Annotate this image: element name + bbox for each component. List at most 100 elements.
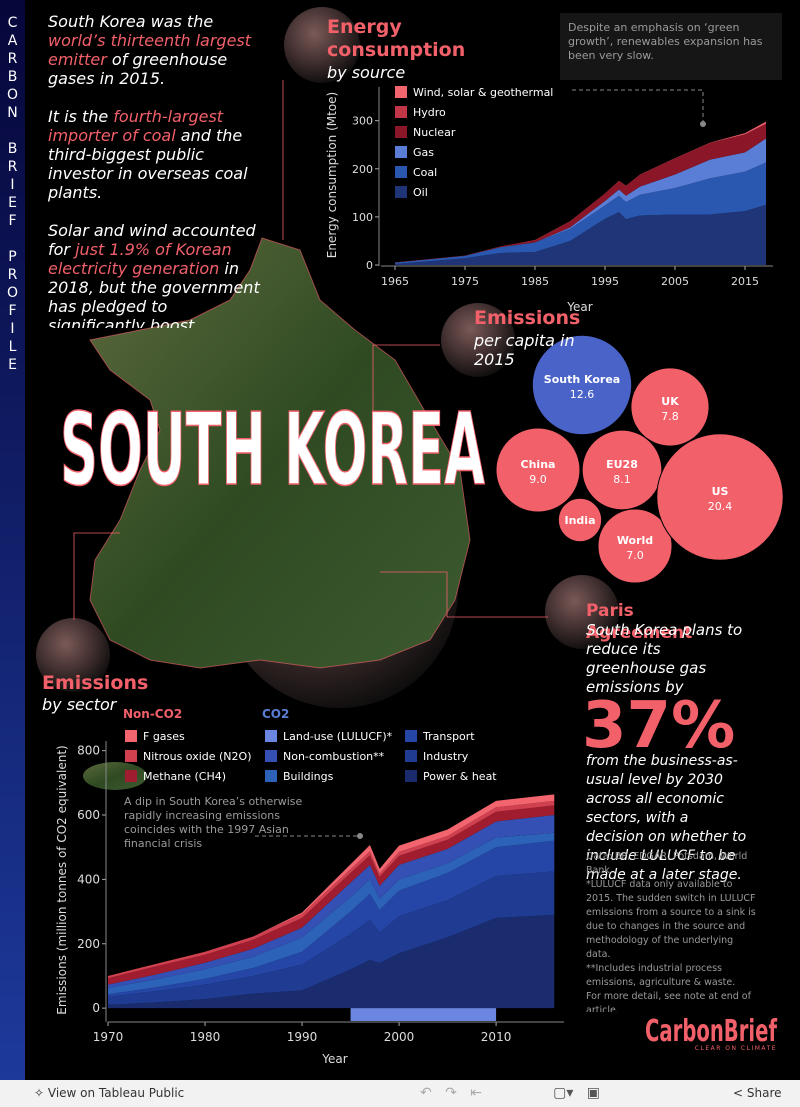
annotation-dot (357, 833, 363, 839)
legend-swatch (265, 750, 277, 762)
toolbar-icons[interactable]: ↶ ↷ ⇤ ▢▾ ▣ (420, 1085, 600, 1101)
y-tick-label: 200 (77, 937, 100, 951)
legend-swatch (265, 770, 277, 782)
x-tick-label: 2000 (384, 1030, 415, 1044)
legend-label: Transport (422, 730, 475, 743)
sidebar-letter: E (8, 195, 17, 211)
annotation-leader (572, 89, 704, 124)
sidebar-letter: F (8, 213, 17, 229)
legend-label: Wind, solar & geothermal (413, 86, 553, 99)
intro-paragraph: It is the fourth-largest importer of coa… (48, 107, 266, 202)
logo: CarbonBrief (645, 1014, 778, 1049)
legend-swatch (395, 106, 407, 118)
legend-label: Gas (413, 146, 434, 159)
bubble-label: South Korea (544, 373, 620, 386)
x-tick-label: 1985 (521, 275, 549, 288)
legend-swatch (395, 186, 407, 198)
sidebar-letter: B (7, 141, 18, 157)
legend-swatch (405, 750, 417, 762)
y-tick-label: 800 (77, 744, 100, 758)
legend-swatch (125, 770, 137, 782)
area-segment (108, 800, 555, 979)
legend-swatch (265, 730, 277, 742)
bubble-label: World (617, 534, 653, 547)
legend-label: Land-use (LULUCF)* (283, 730, 393, 743)
x-tick-label: 1965 (381, 275, 409, 288)
section-subtitle: per capita in 2015 (474, 331, 575, 369)
area-segment (350, 1008, 497, 1021)
bubble-value: 9.0 (529, 473, 547, 486)
bubble (531, 334, 633, 436)
area-segment (108, 871, 555, 1005)
intro-text: It is the (48, 107, 114, 126)
sidebar-letter (0, 230, 25, 248)
intro-paragraph: South Korea was the world’s thirteenth l… (48, 12, 266, 88)
legend-label: Buildings (283, 770, 334, 783)
y-axis-label: Energy consumption (Mtoe) (325, 92, 339, 258)
connector (372, 344, 440, 420)
intro-highlight: just 1.9% of Korean electricity generati… (48, 240, 232, 278)
bubble (656, 433, 784, 561)
sphere (284, 7, 360, 83)
x-tick-label: 2010 (481, 1030, 512, 1044)
bubble-label: China (521, 458, 556, 471)
share-button[interactable]: < Share (733, 1086, 782, 1100)
bubble-value: 8.1 (613, 473, 631, 486)
intro-highlight: fourth-largest importer of coal (48, 107, 224, 145)
section-subtitle: by sector (42, 695, 117, 714)
bubble-label: UK (661, 395, 679, 408)
share-text: Share (746, 1086, 782, 1100)
bubble (557, 497, 603, 543)
legend-swatch (405, 770, 417, 782)
sidebar-letter: E (8, 357, 17, 373)
note: *LULUCF data only available to 2015. The… (586, 879, 756, 960)
legend-swatch (395, 126, 407, 138)
intro-highlight: world’s thirteenth largest emitter (48, 31, 252, 69)
sidebar-letter: A (7, 33, 18, 49)
sidebar-letter: O (6, 285, 19, 301)
bubble-label: India (565, 514, 596, 527)
area-segment (108, 914, 555, 1009)
paris-body: from the business-as-usual level by 2030… (586, 753, 747, 883)
notes: Data: BP, EDGAR, Potsdam, World Bank. *L… (586, 850, 758, 1012)
legend-label: F gases (143, 730, 185, 743)
paris-figure: 37% (582, 689, 736, 763)
legend-title: Non-CO2 (123, 707, 182, 721)
sidebar-letter: R (7, 267, 18, 283)
intro-paragraph: Solar and wind accounted for just 1.9% o… (48, 221, 266, 328)
section-title: Emissions (42, 672, 149, 694)
note: For more detail, see note at end of arti… (586, 991, 751, 1012)
annotation: A dip in South Korea’s otherwise rapidly… (124, 795, 303, 850)
section-title: Paris Agreement (586, 601, 693, 643)
y-tick-label: 100 (352, 211, 373, 224)
chart-canvas: Oil Coal Gas Nuclear Hydro Wind, solar & geot… (36, 7, 784, 1066)
legend-swatch (405, 730, 417, 742)
area-segment (395, 204, 766, 265)
bubble-value: 20.4 (708, 500, 733, 513)
connector (380, 571, 548, 618)
x-axis-label: Year (566, 300, 592, 314)
sidebar-letter: C (7, 15, 18, 31)
y-tick-label: 600 (77, 808, 100, 822)
y-tick-label: 400 (77, 872, 100, 886)
sidebar-letter: P (8, 249, 17, 265)
intro-text: of greenhouse gases in 2015. (48, 50, 228, 88)
x-tick-label: 2015 (731, 275, 759, 288)
intro: South Korea was the world’s thirteenth l… (48, 12, 266, 328)
x-tick-label: 1975 (451, 275, 479, 288)
x-tick-label: 1995 (591, 275, 619, 288)
bubble (495, 427, 581, 513)
legend-swatch (395, 146, 407, 158)
view-link[interactable]: ✧ View on Tableau Public (34, 1086, 185, 1100)
y-tick-label: 0 (366, 259, 373, 272)
annotation: Despite an emphasis on ‘green growth’, r… (568, 21, 763, 62)
sidebar-letter: N (7, 105, 18, 121)
legend-label: Hydro (413, 106, 446, 119)
bubble (597, 508, 673, 584)
sidebar-letter: I (10, 177, 15, 193)
map-island (83, 762, 147, 790)
area-segment (108, 840, 555, 997)
connector (73, 532, 120, 620)
bubble-label: EU28 (606, 458, 638, 471)
